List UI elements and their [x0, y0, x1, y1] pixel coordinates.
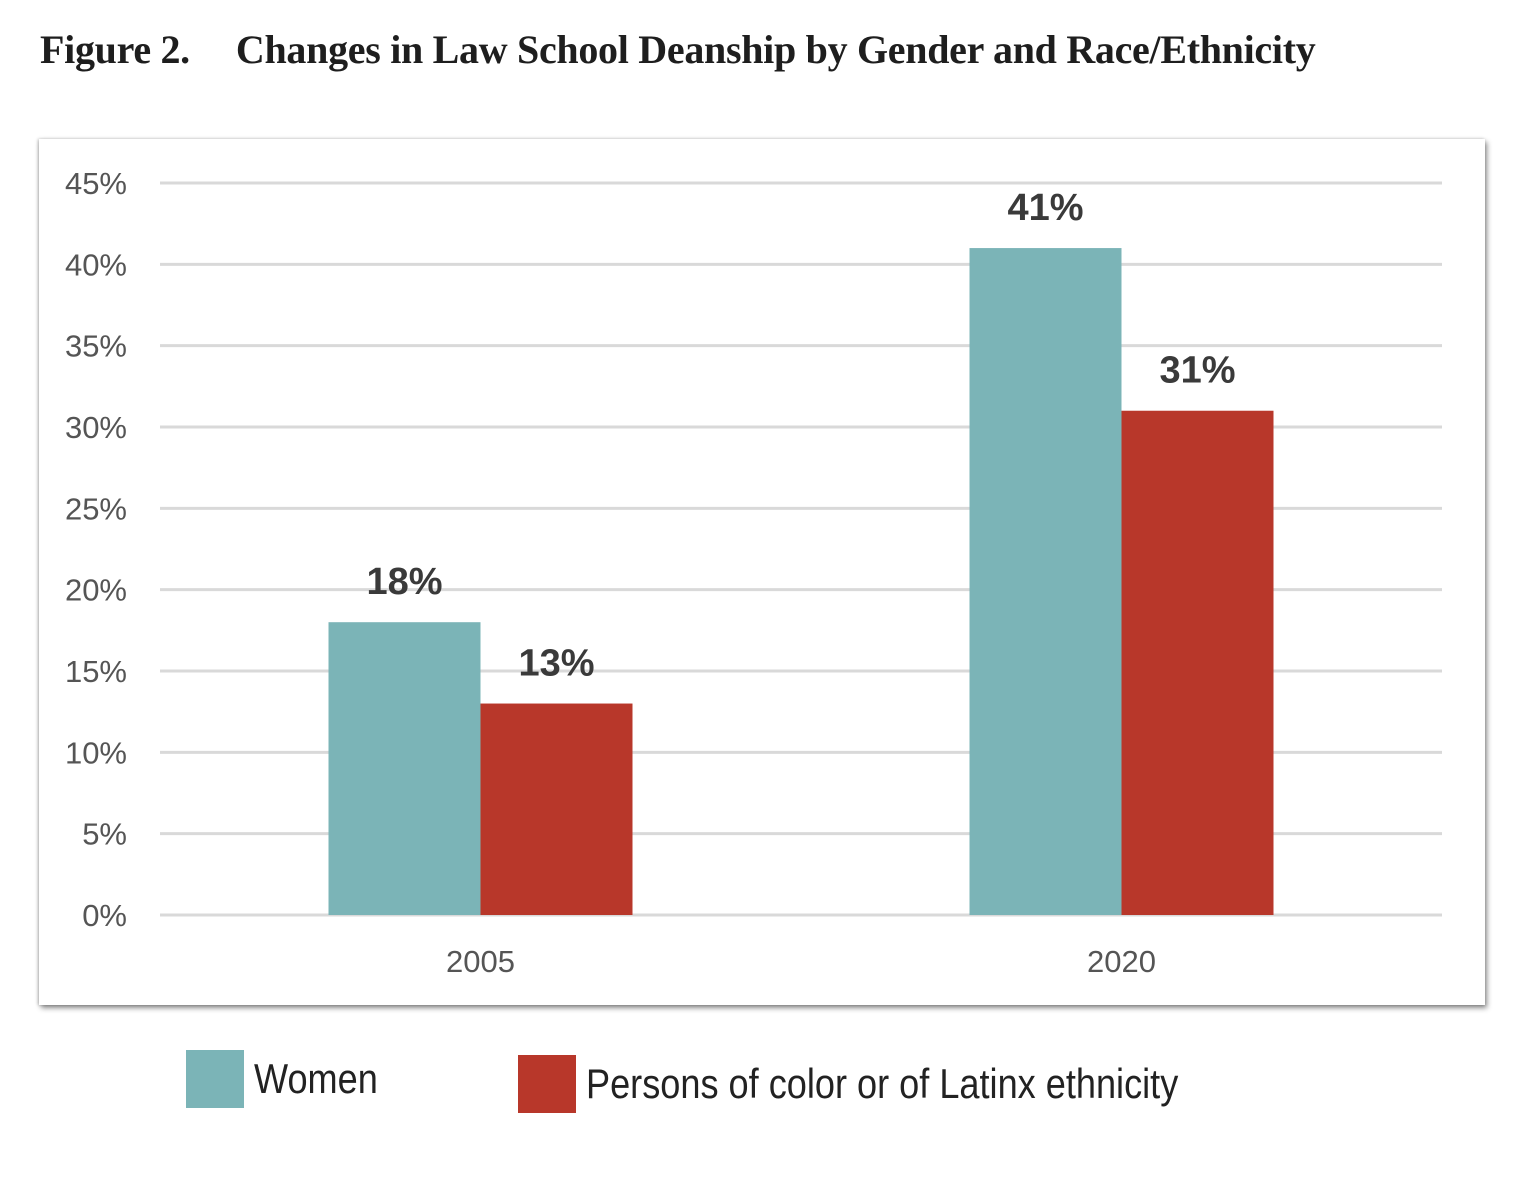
legend-label-poc: Persons of color or of Latinx ethnicity: [586, 1060, 1179, 1107]
y-tick-label: 30%: [65, 410, 127, 445]
legend-label-women: Women: [254, 1055, 378, 1102]
x-axis-ticks: 2005 2020: [446, 944, 1156, 979]
y-tick-label: 10%: [65, 735, 127, 770]
data-label-women-2020: 41%: [1007, 187, 1083, 229]
figure-title-text: Changes in Law School Deanship by Gender…: [235, 27, 1316, 72]
bar-poc-2020: [1121, 410, 1274, 915]
y-axis-ticks: 0% 5% 10% 15% 20% 25% 30% 35% 40% 45%: [65, 166, 127, 933]
bar-chart: 0% 5% 10% 15% 20% 25% 30% 35% 40% 45% 18% 13% 41% 31…: [65, 166, 1442, 979]
y-tick-label: 25%: [65, 491, 127, 526]
x-tick-label: 2005: [446, 944, 515, 979]
y-tick-label: 20%: [65, 573, 127, 608]
x-tick-label: 2020: [1087, 944, 1156, 979]
bar-poc-2005: [480, 703, 633, 915]
y-tick-label: 15%: [65, 654, 127, 689]
legend-swatch-poc: [518, 1055, 576, 1113]
bar-women-2005: [328, 622, 481, 915]
bars: [328, 248, 1274, 916]
legend-swatch-women: [186, 1050, 244, 1108]
figure-title: Figure 2. Changes in Law School Deanship …: [40, 26, 1316, 73]
y-tick-label: 40%: [65, 247, 127, 282]
y-tick-label: 35%: [65, 329, 127, 364]
bar-women-2020: [969, 248, 1122, 916]
data-labels: 18% 13% 41% 31%: [366, 187, 1235, 684]
y-tick-label: 0%: [82, 898, 127, 933]
y-tick-label: 5%: [82, 817, 127, 852]
figure-number: Figure 2.: [40, 27, 190, 72]
legend-item-women: Women: [186, 1050, 398, 1108]
data-label-poc-2005: 13%: [518, 643, 594, 685]
chart-frame: 0% 5% 10% 15% 20% 25% 30% 35% 40% 45% 18% 13% 41% 31…: [39, 139, 1485, 1005]
y-tick-label: 45%: [65, 166, 127, 201]
data-label-women-2005: 18%: [366, 561, 442, 603]
legend-item-poc: Persons of color or of Latinx ethnicity: [518, 1055, 1275, 1113]
data-label-poc-2020: 31%: [1159, 350, 1235, 392]
